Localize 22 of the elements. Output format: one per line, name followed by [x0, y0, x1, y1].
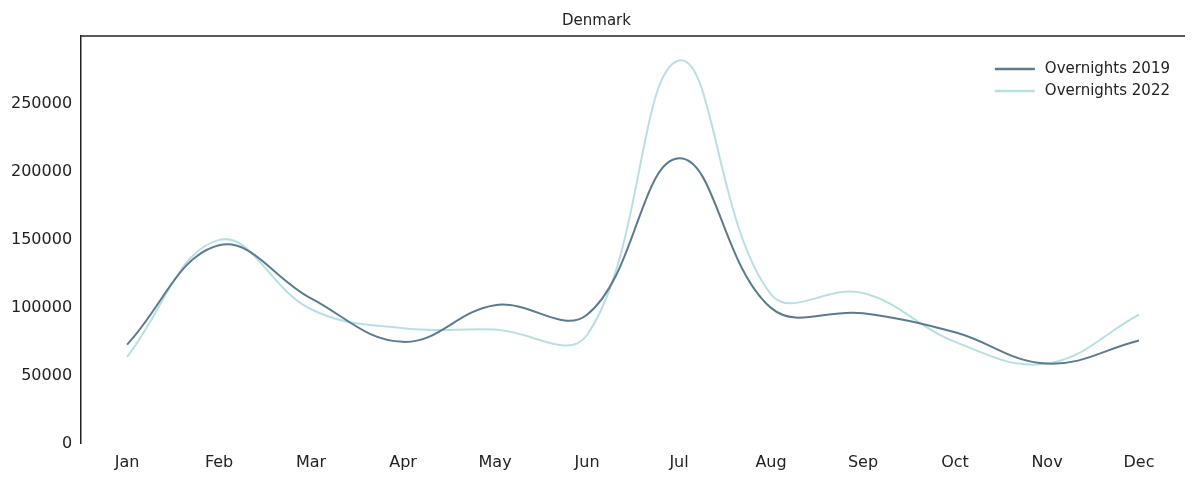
x-tick-label: Jan [113, 451, 140, 471]
y-tick-label: 200000 [11, 161, 73, 181]
x-tick-label: Dec [1123, 451, 1155, 471]
x-tick-label: Oct [941, 451, 969, 471]
legend-label: Overnights 2019 [1044, 58, 1170, 77]
x-tick-label: Nov [1031, 451, 1063, 471]
x-tick-label: May [478, 451, 512, 471]
y-tick-label: 250000 [11, 93, 73, 113]
y-tick-label: 0 [61, 432, 73, 452]
chart-title: Denmark [562, 10, 632, 29]
line-series [126, 157, 1140, 365]
y-tick-label: 50000 [21, 364, 73, 384]
y-tick-label: 150000 [11, 229, 73, 249]
x-tick-label: Jul [668, 451, 689, 471]
x-tick-label: Jun [573, 451, 600, 471]
x-tick-label: Aug [755, 451, 787, 471]
x-tick-label: Apr [389, 451, 418, 471]
x-tick-label: Mar [295, 451, 327, 471]
x-tick-label: Sep [847, 451, 879, 471]
legend-label: Overnights 2022 [1044, 80, 1170, 99]
y-tick-label: 100000 [11, 297, 73, 317]
x-tick-label: Feb [204, 451, 234, 471]
